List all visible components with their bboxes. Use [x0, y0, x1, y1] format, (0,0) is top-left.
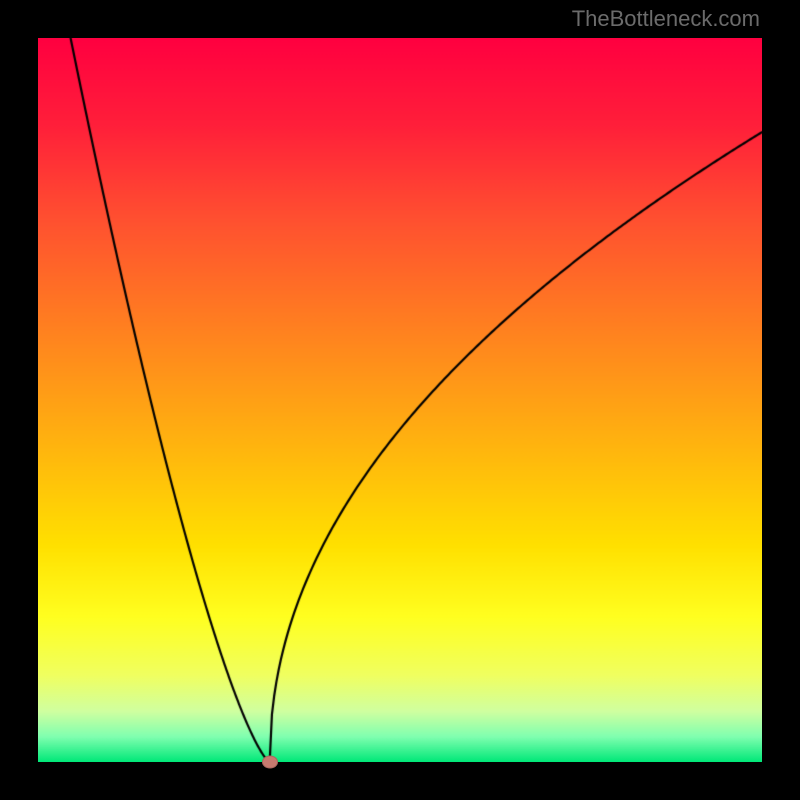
- bottleneck-curve: [0, 0, 800, 800]
- watermark-text: TheBottleneck.com: [572, 6, 760, 32]
- optimum-marker: [262, 756, 278, 769]
- chart-container: TheBottleneck.com: [0, 0, 800, 800]
